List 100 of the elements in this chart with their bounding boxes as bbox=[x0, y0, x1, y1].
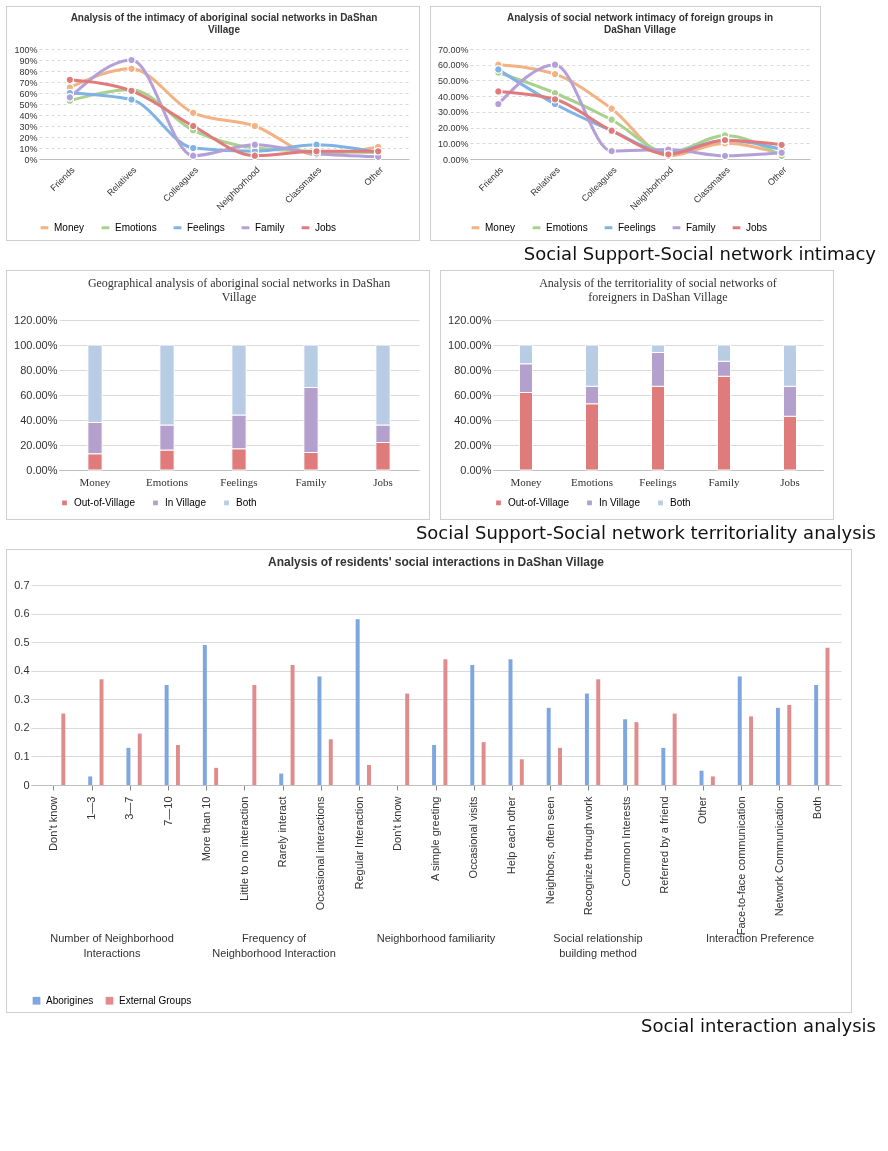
legend-label: Aborigines bbox=[46, 994, 94, 1006]
legend-label: Jobs bbox=[315, 221, 337, 233]
y-tick-label: 40.00% bbox=[20, 413, 58, 426]
chart-title: Analysis of social network intimacy of foreign groups in DaShan Village bbox=[506, 12, 774, 35]
y-tick-label: 50.00% bbox=[437, 75, 469, 86]
chart-title: Geographical analysis of aboriginal social networks in DaShan Village bbox=[87, 276, 391, 304]
x-tick-label: Don’t know bbox=[390, 796, 403, 851]
bar bbox=[317, 676, 322, 785]
point bbox=[65, 75, 75, 85]
y-tick-label: 10% bbox=[19, 143, 38, 154]
point bbox=[250, 151, 260, 160]
y-tick-label: 0.6 bbox=[14, 607, 30, 620]
point bbox=[250, 121, 260, 131]
bar bbox=[787, 705, 792, 785]
x-tick-label: Money bbox=[510, 475, 543, 488]
point bbox=[494, 99, 503, 109]
y-tick-label: 100% bbox=[14, 44, 38, 55]
legend-label: In Village bbox=[599, 496, 641, 508]
y-tick-label: 20.00% bbox=[437, 123, 469, 134]
y-tick-label: 0.2 bbox=[14, 721, 30, 734]
bar bbox=[164, 685, 169, 785]
x-tick-label: Family bbox=[295, 475, 328, 488]
x-tick-label: Family bbox=[708, 475, 741, 488]
bar bbox=[99, 679, 104, 785]
legend-label: Out-of-Village bbox=[74, 496, 136, 508]
legend-label: Out-of-Village bbox=[508, 496, 570, 508]
x-tick-label: Don’t know bbox=[46, 796, 59, 851]
bar bbox=[661, 747, 666, 785]
bar bbox=[355, 619, 360, 785]
y-tick-label: 20.00% bbox=[454, 438, 492, 451]
point bbox=[494, 87, 503, 96]
x-tick-label: Little to no interaction bbox=[237, 796, 250, 902]
bar bbox=[672, 713, 677, 785]
bar bbox=[405, 693, 410, 785]
bar bbox=[699, 770, 704, 785]
y-tick-label: 60.00% bbox=[437, 60, 469, 71]
x-tick-label: Regular Interaction bbox=[352, 796, 365, 890]
x-tick-label: Rarely interact bbox=[276, 796, 289, 868]
legend-label: Both bbox=[670, 496, 691, 508]
x-tick-label: Feelings bbox=[220, 475, 258, 488]
chart-title: Analysis of the intimacy of aboriginal social networks in DaShan Village bbox=[70, 12, 378, 35]
text: Social Support-Social network territoriality analysis bbox=[414, 522, 876, 543]
bar bbox=[367, 765, 371, 785]
y-tick-label: 120.00% bbox=[448, 313, 492, 326]
x-tick-label: More than 10 bbox=[199, 796, 212, 862]
y-tick-label: 0.7 bbox=[14, 578, 30, 591]
y-tick-label: 30.00% bbox=[437, 107, 469, 118]
y-tick-label: 80% bbox=[19, 66, 38, 77]
bar bbox=[623, 719, 628, 785]
chart-title: Analysis of residents' social interactions in DaShan Village bbox=[267, 555, 605, 569]
legend-label: Money bbox=[54, 221, 85, 233]
y-tick-label: 20% bbox=[19, 132, 38, 143]
y-tick-label: 60% bbox=[19, 88, 38, 99]
point bbox=[550, 60, 560, 70]
bar bbox=[634, 722, 639, 785]
bar bbox=[126, 747, 131, 785]
x-tick-label: Feelings bbox=[639, 475, 677, 488]
bar bbox=[558, 747, 562, 785]
point bbox=[607, 115, 616, 125]
y-tick-label: 0.4 bbox=[14, 664, 30, 677]
y-tick-label: 30% bbox=[19, 121, 38, 132]
legend-label: In Village bbox=[165, 496, 207, 508]
y-tick-label: 0.00% bbox=[460, 463, 492, 476]
legend-label: Family bbox=[255, 221, 285, 233]
bar bbox=[214, 767, 219, 785]
bar bbox=[481, 742, 486, 785]
x-tick-label: Jobs bbox=[780, 475, 800, 488]
chart-title: Analysis of the territoriality of social networks of foreigners in DaShan Village bbox=[539, 276, 777, 304]
bar bbox=[814, 685, 819, 785]
x-tick-label: A simple greeting bbox=[429, 796, 441, 881]
y-tick-label: 60.00% bbox=[454, 388, 492, 401]
x-tick-label: Money bbox=[79, 475, 112, 488]
legend-label: Feelings bbox=[618, 221, 656, 233]
x-tick-label: Emotions bbox=[570, 475, 614, 488]
text: Social Support-Social network intimacy bbox=[522, 243, 876, 264]
y-tick-label: 10.00% bbox=[437, 138, 469, 149]
bar bbox=[710, 776, 715, 785]
x-tick-label: 3—7 bbox=[123, 796, 136, 820]
y-tick-label: 70% bbox=[19, 77, 38, 88]
y-tick-label: 0 bbox=[23, 778, 30, 791]
y-tick-label: 0.3 bbox=[14, 692, 30, 705]
legend-label: Feelings bbox=[187, 221, 225, 233]
x-tick-label: Occasional interactions bbox=[314, 796, 327, 911]
bar bbox=[432, 745, 437, 785]
bar bbox=[470, 665, 475, 785]
y-tick-label: 80.00% bbox=[20, 363, 58, 376]
x-tick-label: Emotions bbox=[145, 475, 189, 488]
y-tick-label: 40.00% bbox=[454, 413, 492, 426]
x-tick-label: Help each other bbox=[505, 796, 518, 875]
legend-label: Emotions bbox=[115, 221, 157, 233]
y-tick-label: 60.00% bbox=[20, 388, 58, 401]
y-tick-label: 0% bbox=[24, 154, 38, 165]
bar bbox=[443, 659, 448, 785]
legend-label: Jobs bbox=[746, 221, 768, 233]
bar bbox=[737, 676, 742, 785]
y-tick-label: 90% bbox=[19, 55, 38, 66]
legend-label: Emotions bbox=[546, 221, 588, 233]
legend-label: Money bbox=[485, 221, 516, 233]
y-tick-label: 0.5 bbox=[14, 635, 30, 648]
y-tick-label: 40.00% bbox=[437, 91, 469, 102]
